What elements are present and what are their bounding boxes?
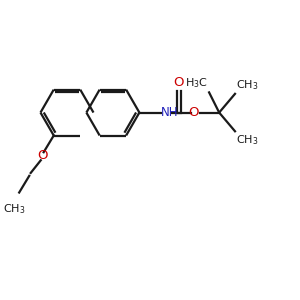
Text: H$_3$C: H$_3$C	[185, 76, 208, 90]
Text: O: O	[174, 76, 184, 89]
Text: O: O	[189, 106, 199, 119]
Text: CH$_3$: CH$_3$	[236, 133, 259, 146]
Text: NH: NH	[161, 106, 179, 119]
Text: CH$_3$: CH$_3$	[236, 79, 259, 92]
Text: CH$_3$: CH$_3$	[3, 202, 26, 216]
Text: O: O	[37, 148, 47, 162]
